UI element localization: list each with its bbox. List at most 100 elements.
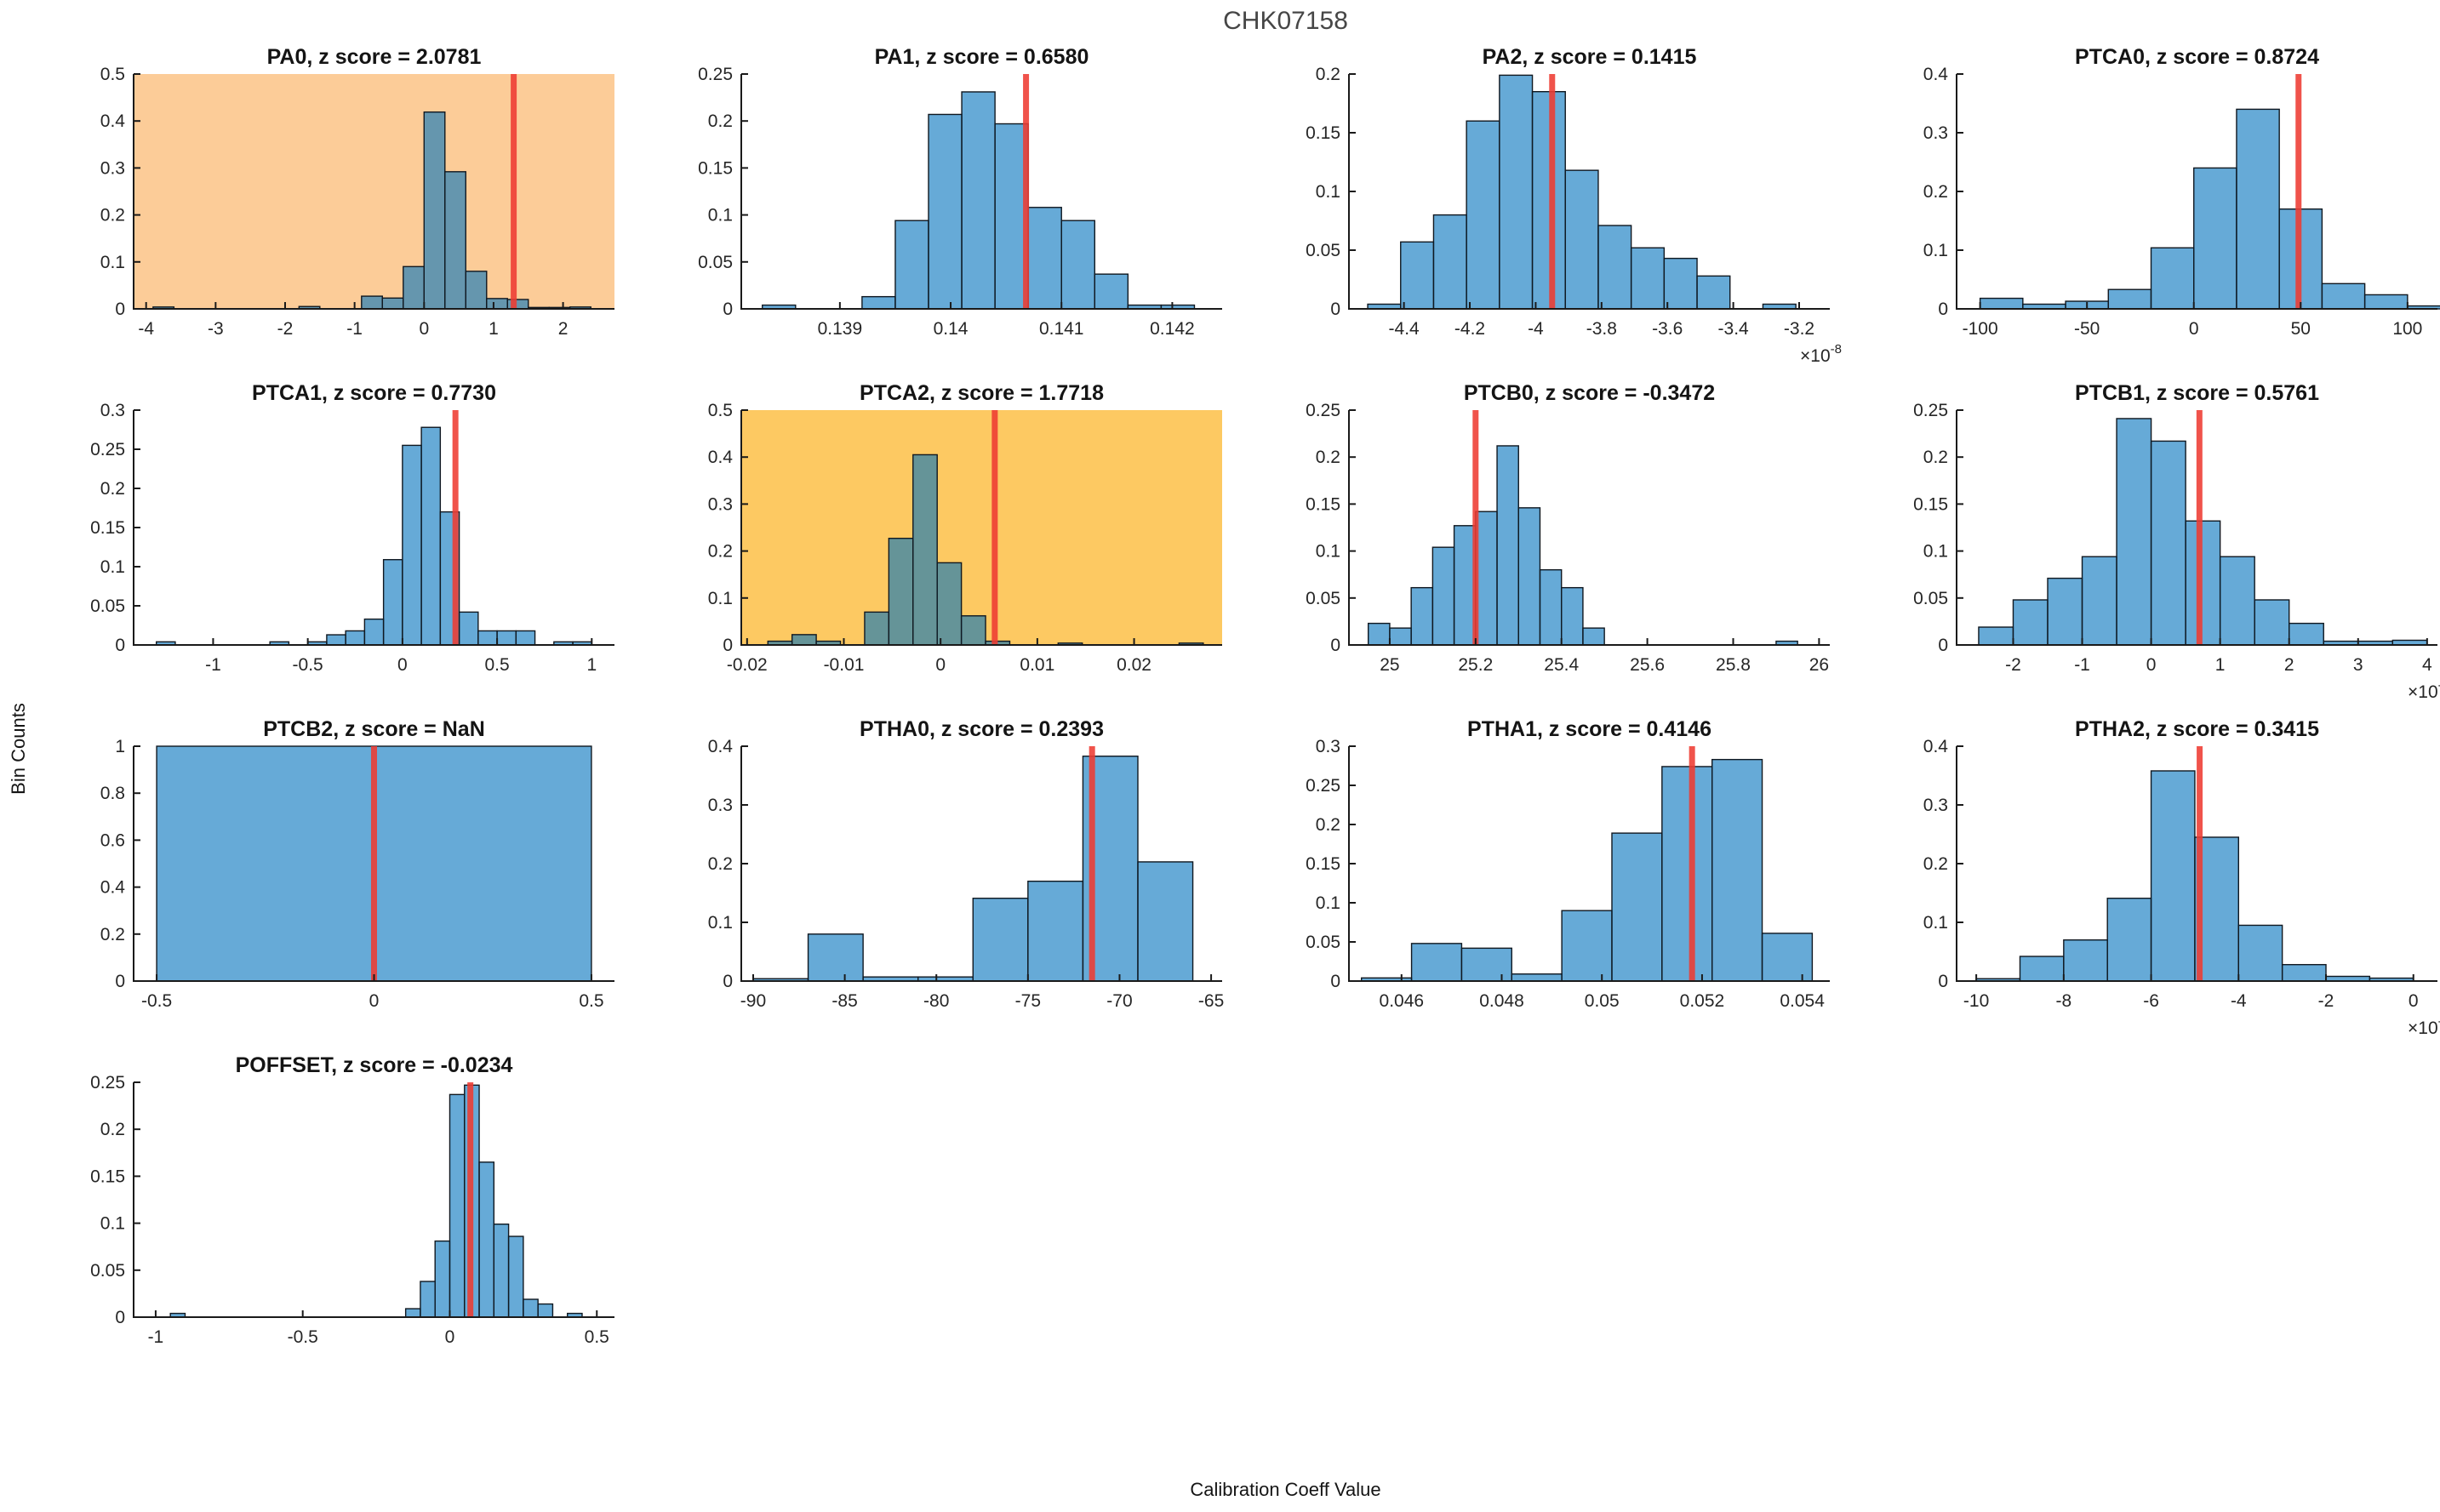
y-tick-label: 0.2: [100, 1120, 125, 1139]
x-axis-exponent-label: ×10-7: [2408, 1014, 2440, 1038]
y-tick-label: 0: [1938, 636, 1948, 655]
histogram-bar: [2185, 520, 2221, 646]
y-tick-label: 0.4: [708, 448, 734, 467]
histogram-bar: [1389, 627, 1412, 646]
x-tick-label: -2: [2318, 991, 2334, 1011]
x-tick-label: 0.142: [1150, 319, 1195, 339]
y-tick-label: 0.1: [708, 913, 733, 933]
histogram-bar: [2063, 939, 2108, 982]
subplot-PTCA1: -1 -0.5 0 0.5 1 0 0.05 0.1 0.15 0.2 0.25 0.3 PTCA1, …: [52, 362, 649, 727]
x-tick-label: -3.8: [1586, 319, 1617, 339]
histogram-bar: [465, 271, 488, 310]
x-tick-label: -85: [831, 991, 857, 1011]
y-tick-label: 0.1: [1923, 913, 1948, 933]
histogram-bar: [1663, 257, 1698, 310]
x-tick-label: 2: [2284, 655, 2294, 675]
subplot-PTCA2-canvas: -0.02 -0.01 0 0.01 0.02 0 0.1 0.2 0.3 0.4 0.5 PTCA2…: [708, 381, 1222, 675]
histogram-bar: [928, 113, 963, 310]
histogram-bar: [894, 220, 929, 310]
y-tick-label: 0.25: [1913, 401, 1948, 420]
y-tick-label: 0.05: [1306, 933, 1340, 952]
histogram-bar: [1368, 622, 1391, 646]
histogram-bar: [2081, 556, 2117, 646]
x-tick-label: 0: [369, 991, 380, 1011]
y-tick-label: 0.25: [90, 440, 125, 459]
histogram-bar: [478, 1161, 495, 1318]
x-tick-label: 25.6: [1630, 655, 1665, 675]
x-tick-label: -3: [208, 319, 224, 339]
subplot-PA1: 0.139 0.14 0.141 0.142 0 0.05 0.1 0.15 0.2 0.25 PA…: [660, 26, 1256, 391]
subplot-title: PTHA1, z score = 0.4146: [1467, 717, 1711, 741]
x-tick-label: 0.046: [1380, 991, 1425, 1011]
x-tick-label: 25: [1380, 655, 1399, 675]
x-tick-label: -3.2: [1784, 319, 1814, 339]
subplot-PTHA2-canvas: -10 -8 -6 -4 -2 0 0 0.1 0.2 0.3 0.4 ×10-7 PTHA2, z s…: [1923, 717, 2440, 1038]
x-tick-label: 0: [2189, 319, 2199, 339]
x-tick-label: 0.14: [934, 319, 969, 339]
x-tick-label: 1: [489, 319, 499, 339]
y-tick-label: 0.1: [1923, 542, 1948, 562]
y-tick-label: 0: [1938, 972, 1948, 991]
histogram-bar: [2012, 599, 2049, 646]
y-tick-label: 0.8: [100, 784, 125, 803]
y-tick-label: 0: [723, 300, 733, 319]
histogram-bar: [1597, 225, 1632, 310]
x-tick-label: -10: [1963, 991, 1989, 1011]
histogram-bar: [1531, 90, 1566, 310]
x-tick-label: -1: [205, 655, 221, 675]
x-tick-label: -6: [2143, 991, 2159, 1011]
histogram-bar: [2281, 963, 2327, 982]
x-tick-label: -0.5: [288, 1327, 318, 1347]
x-axis-exponent-label: ×10-8: [1800, 342, 1842, 366]
histogram-bar: [2321, 282, 2366, 310]
y-tick-label: 0: [1330, 636, 1340, 655]
histogram-bar: [1561, 910, 1613, 982]
histogram-bar: [2236, 108, 2280, 310]
subplot-PTCA0-canvas: -100 -50 0 50 100 0 0.1 0.2 0.3 0.4 PTCA0, z score…: [1923, 45, 2440, 339]
histogram-bar: [1561, 586, 1584, 646]
x-tick-label: -65: [1198, 991, 1224, 1011]
x-tick-label: -4.4: [1389, 319, 1420, 339]
x-tick-label: 25.4: [1544, 655, 1579, 675]
x-tick-label: -3.4: [1718, 319, 1750, 339]
y-tick-label: 0: [1330, 300, 1340, 319]
histogram-bar: [404, 1308, 421, 1318]
subplot-POFFSET-canvas: -1 -0.5 0 0.5 0 0.05 0.1 0.15 0.2 0.25 POFFSET, z …: [90, 1053, 614, 1347]
histogram-bar: [2107, 288, 2152, 310]
histogram-bar: [515, 630, 536, 646]
y-tick-label: 0.4: [100, 111, 126, 131]
histogram-bar: [1466, 120, 1500, 310]
histogram-bar: [972, 898, 1029, 982]
y-tick-label: 0.15: [90, 518, 125, 538]
subplot-PTCB2: -0.5 0 0.5 0 0.2 0.4 0.6 0.8 1 PTCB2, z score = N…: [52, 699, 649, 1063]
histogram-bar: [1432, 214, 1467, 310]
x-tick-label: -8: [2055, 991, 2071, 1011]
histogram-bar: [496, 630, 517, 646]
histogram-bar: [2193, 167, 2237, 310]
x-tick-label: -70: [1106, 991, 1132, 1011]
histogram-bar: [1060, 220, 1095, 310]
y-tick-label: 0.1: [1316, 893, 1340, 913]
y-tick-label: 0: [723, 972, 733, 991]
histogram-bar: [791, 634, 817, 646]
x-tick-label: -0.5: [293, 655, 323, 675]
histogram-bar: [363, 618, 385, 646]
subplot-title: POFFSET, z score = -0.0234: [236, 1053, 513, 1077]
subplot-PA0: -4 -3 -2 -1 0 1 2 0 0.1 0.2 0.3 0.4 0.5 PA0, z score …: [52, 26, 649, 391]
x-tick-label: -4: [138, 319, 154, 339]
subplot-title: PTHA0, z score = 0.2393: [860, 717, 1104, 741]
axis-spine: [133, 410, 614, 646]
x-tick-label: -50: [2074, 319, 2100, 339]
y-tick-label: 0.15: [1306, 854, 1340, 874]
x-tick-label: 4: [2422, 655, 2432, 675]
x-tick-label: -0.02: [727, 655, 768, 675]
y-tick-label: 0.15: [1306, 123, 1340, 143]
histogram-bar: [2047, 577, 2083, 646]
y-tick-label: 0.15: [90, 1167, 125, 1186]
y-tick-label: 0.2: [1923, 182, 1948, 202]
histogram-bar: [1137, 861, 1194, 982]
histogram-bar: [423, 111, 446, 310]
histogram-bar: [2106, 898, 2152, 982]
histogram-bar: [2019, 956, 2065, 982]
y-tick-label: 0.2: [708, 854, 733, 874]
